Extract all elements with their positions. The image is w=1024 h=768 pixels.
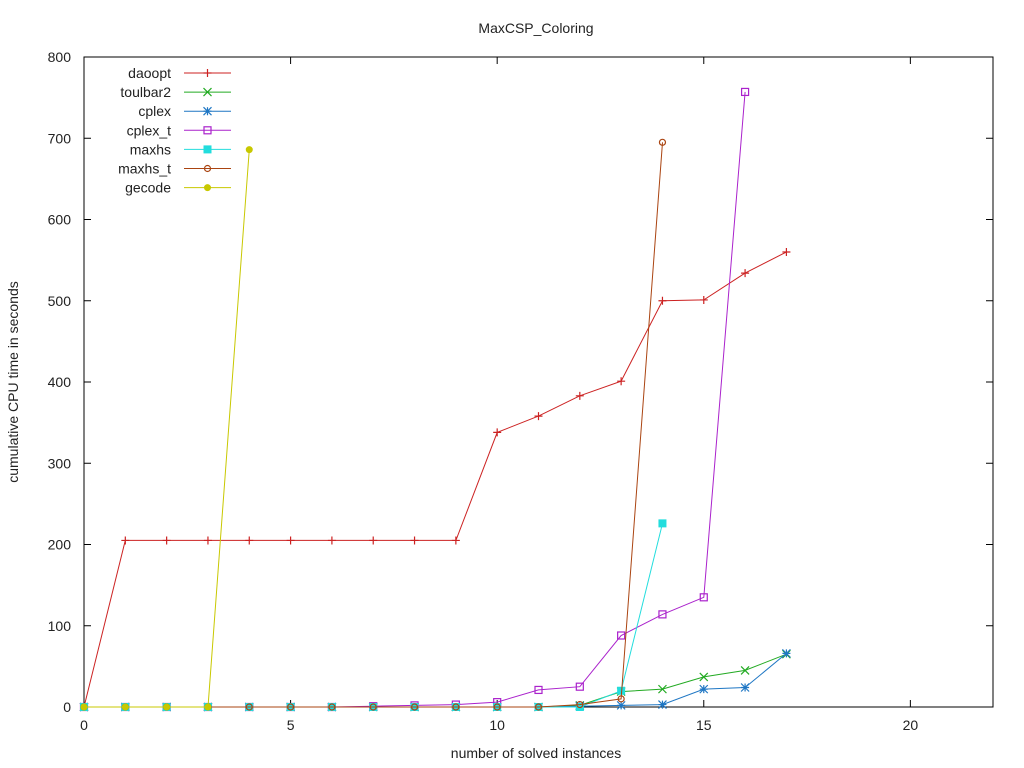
series-maxhs xyxy=(80,519,667,711)
y-tick-label: 800 xyxy=(48,49,72,65)
series-maxhs-t xyxy=(80,138,667,711)
series-line xyxy=(84,142,663,708)
data-point xyxy=(575,682,584,691)
plot-frame xyxy=(83,56,994,708)
legend-marker xyxy=(203,145,212,154)
y-tick-label: 0 xyxy=(63,699,71,715)
series-line xyxy=(84,653,787,708)
y-tick-label: 400 xyxy=(48,374,72,390)
data-point xyxy=(616,700,626,710)
series-line xyxy=(84,523,663,708)
data-point xyxy=(245,536,254,545)
series-line xyxy=(84,91,746,708)
data-point xyxy=(369,703,377,711)
legend-label: cplex_t xyxy=(127,122,171,138)
series-line xyxy=(83,251,787,708)
data-point xyxy=(658,519,667,528)
legend-marker xyxy=(203,87,212,97)
legend-marker xyxy=(203,69,212,77)
legend-label: cplex xyxy=(138,103,171,119)
data-point xyxy=(286,536,295,545)
legend-label: maxhs xyxy=(130,141,171,157)
data-point xyxy=(245,703,253,711)
y-axis-label: cumulative CPU time in seconds xyxy=(5,281,21,483)
data-point xyxy=(493,428,502,437)
data-point xyxy=(576,700,584,709)
y-tick-label: 700 xyxy=(48,130,72,146)
series-cplex xyxy=(79,648,791,712)
legend-label: daoopt xyxy=(128,65,171,81)
y-tick-label: 200 xyxy=(48,537,72,553)
data-point xyxy=(699,295,708,304)
series-lines xyxy=(79,87,791,712)
series-line xyxy=(84,149,250,708)
data-point xyxy=(162,536,171,545)
data-point xyxy=(80,703,88,711)
data-point xyxy=(617,695,625,703)
data-point xyxy=(782,248,791,256)
legend-marker xyxy=(204,184,211,192)
data-point xyxy=(369,536,378,545)
data-point xyxy=(493,703,501,711)
data-point xyxy=(740,683,750,692)
data-point xyxy=(121,536,130,545)
x-tick-label: 0 xyxy=(80,717,88,733)
data-point xyxy=(534,412,543,421)
data-point xyxy=(534,703,543,711)
data-point xyxy=(286,703,295,711)
data-point xyxy=(410,703,419,711)
chart-title: MaxCSP_Coloring xyxy=(478,20,593,36)
x-axis-label: number of solved instances xyxy=(451,745,621,761)
legend-marker xyxy=(203,126,212,135)
data-point xyxy=(204,703,212,711)
data-point xyxy=(163,703,171,711)
data-point xyxy=(658,684,667,694)
series-gecode xyxy=(80,146,253,711)
x-tick-label: 5 xyxy=(287,717,295,733)
data-point xyxy=(203,536,212,545)
series-line xyxy=(84,653,787,708)
data-point xyxy=(699,593,708,602)
data-point xyxy=(740,87,750,97)
y-tick-label: 300 xyxy=(48,455,72,471)
data-point xyxy=(740,666,750,675)
axis-ticks: 0 100 200 300 400 500 600 700 800 0 5 10 15 20 xyxy=(48,49,993,733)
data-point xyxy=(699,684,709,694)
x-tick-label: 10 xyxy=(489,717,505,733)
data-point xyxy=(658,610,667,619)
series-daoopt xyxy=(80,248,791,711)
series-toulbar2 xyxy=(79,649,791,712)
legend-marker xyxy=(203,106,212,116)
series-cplex-t xyxy=(79,87,750,712)
data-point xyxy=(617,631,626,640)
legend-label: toulbar2 xyxy=(120,84,171,100)
data-point xyxy=(617,377,626,386)
data-point xyxy=(410,536,419,545)
data-point xyxy=(534,685,543,695)
data-point xyxy=(699,672,709,682)
legend-label: gecode xyxy=(125,180,171,196)
data-point xyxy=(658,700,667,709)
data-point xyxy=(245,146,253,154)
data-point xyxy=(658,138,667,146)
y-tick-label: 500 xyxy=(48,293,72,309)
y-tick-label: 100 xyxy=(48,618,72,634)
legend-label: maxhs_t xyxy=(118,161,171,177)
x-tick-label: 20 xyxy=(903,717,919,733)
data-point xyxy=(741,269,750,278)
data-point xyxy=(781,648,791,658)
data-point xyxy=(658,296,667,305)
data-point xyxy=(327,536,336,545)
x-tick-label: 15 xyxy=(696,717,712,733)
data-point xyxy=(121,703,129,711)
data-point xyxy=(452,703,460,711)
data-point xyxy=(328,703,336,711)
data-point xyxy=(575,391,584,400)
y-tick-label: 600 xyxy=(48,212,72,228)
data-point xyxy=(451,536,460,545)
legend-marker xyxy=(203,164,212,173)
